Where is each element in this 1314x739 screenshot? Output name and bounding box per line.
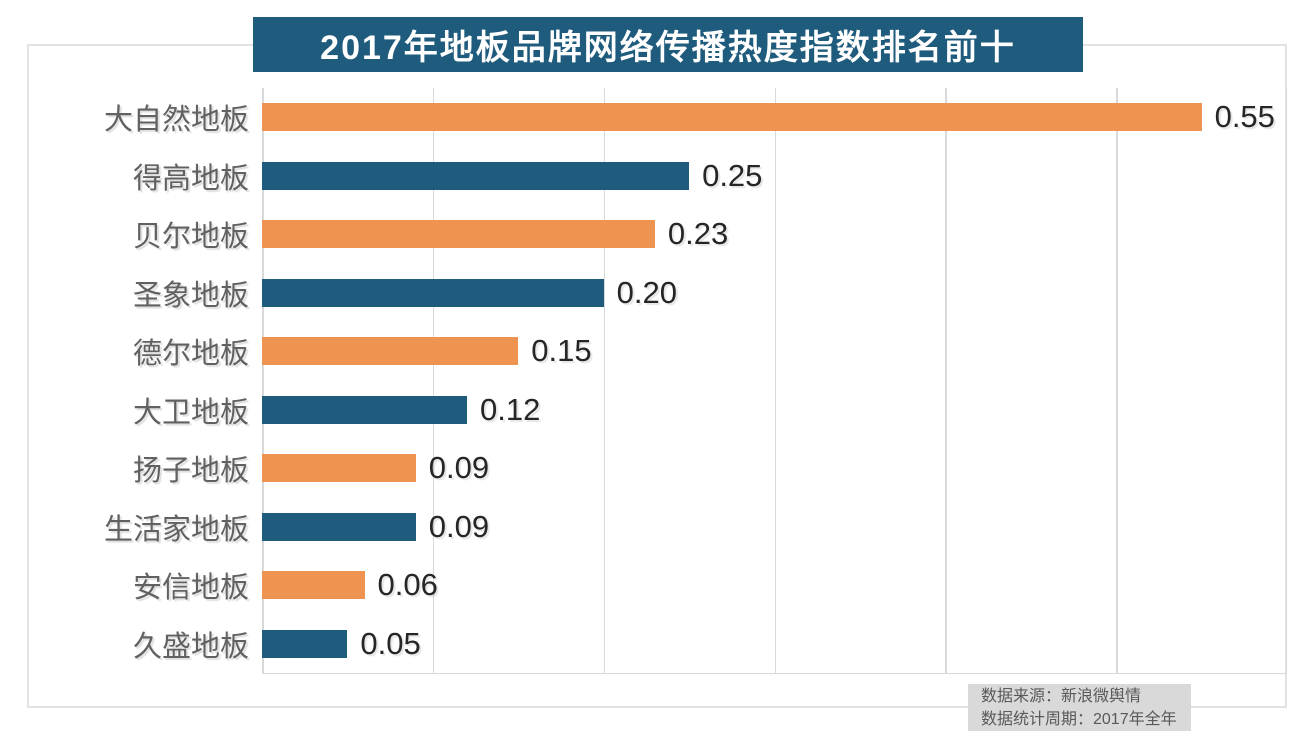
category-label: 安信地板 xyxy=(132,572,249,605)
gridline xyxy=(945,88,947,673)
bar-track: 0.23 xyxy=(262,205,1287,264)
bar xyxy=(262,337,519,366)
bar-track: 0.25 xyxy=(262,147,1287,206)
bar-track: 0.09 xyxy=(262,439,1287,498)
gridline xyxy=(603,88,606,673)
bar-track: 0.55 xyxy=(262,88,1287,147)
category-label: 得高地板 xyxy=(132,162,249,195)
bar-track: 0.20 xyxy=(262,264,1287,323)
chart-row: 贝尔地板 0.23 xyxy=(27,205,1297,264)
page-title: 2017年地板品牌网络传播热度指数排名前十 xyxy=(253,17,1083,72)
gridline xyxy=(774,88,776,673)
bar xyxy=(262,512,416,541)
chart-row: 安信地板 0.06 xyxy=(27,556,1297,615)
bar-track: 0.09 xyxy=(262,498,1287,557)
value-label: 0.23 xyxy=(667,216,729,252)
bar-track: 0.05 xyxy=(262,615,1287,674)
data-source-line: 数据来源：新浪微舆情 xyxy=(981,687,1142,705)
chart-row: 扬子地板 0.09 xyxy=(27,439,1297,498)
bar-track: 0.15 xyxy=(262,322,1287,381)
bar-rows: 大自然地板 0.55 得高地板 0.25 贝尔地板 0.23 圣象地板 0.20 德尔地板 0.1… xyxy=(27,88,1297,673)
value-label: 0.15 xyxy=(531,333,592,369)
chart-row: 圣象地板 0.20 xyxy=(27,264,1297,323)
category-label: 扬子地板 xyxy=(132,455,249,488)
gridline xyxy=(432,88,435,673)
category-label: 生活家地板 xyxy=(103,513,249,546)
chart-row: 生活家地板 0.09 xyxy=(27,498,1297,557)
bar-track: 0.06 xyxy=(262,556,1287,615)
gridline xyxy=(1116,88,1118,673)
data-source-note: 数据来源：新浪微舆情 数据统计周期：2017年全年 xyxy=(968,684,1191,731)
value-label: 0.09 xyxy=(428,450,490,486)
value-label: 0.55 xyxy=(1214,99,1275,135)
category-label: 大自然地板 xyxy=(103,104,249,137)
bar xyxy=(262,161,690,190)
value-label: 0.12 xyxy=(480,391,541,427)
plot-area xyxy=(262,88,1287,674)
value-label: 0.25 xyxy=(702,157,763,193)
bar xyxy=(262,278,604,307)
bar xyxy=(262,454,416,483)
category-label: 德尔地板 xyxy=(132,338,249,371)
chart-row: 德尔地板 0.15 xyxy=(27,322,1297,381)
bar xyxy=(262,103,1202,132)
category-label: 大卫地板 xyxy=(132,396,249,429)
chart-row: 大卫地板 0.12 xyxy=(27,381,1297,440)
value-label: 0.06 xyxy=(377,567,438,603)
value-label: 0.09 xyxy=(428,508,490,544)
category-label: 久盛地板 xyxy=(132,630,249,663)
category-label: 圣象地板 xyxy=(132,279,249,312)
chart-row: 大自然地板 0.55 xyxy=(27,88,1297,147)
gridline xyxy=(1285,88,1287,673)
gridline xyxy=(262,88,264,673)
bar xyxy=(262,571,365,600)
data-period-line: 数据统计周期：2017年全年 xyxy=(981,710,1177,728)
chart-row: 久盛地板 0.05 xyxy=(27,615,1297,674)
bar-track: 0.12 xyxy=(262,381,1287,440)
category-label: 贝尔地板 xyxy=(132,221,249,254)
bar xyxy=(262,629,348,658)
bar xyxy=(262,395,467,424)
bar xyxy=(262,220,655,249)
value-label: 0.20 xyxy=(616,274,677,310)
value-label: 0.05 xyxy=(360,625,421,661)
chart-row: 得高地板 0.25 xyxy=(27,147,1297,206)
